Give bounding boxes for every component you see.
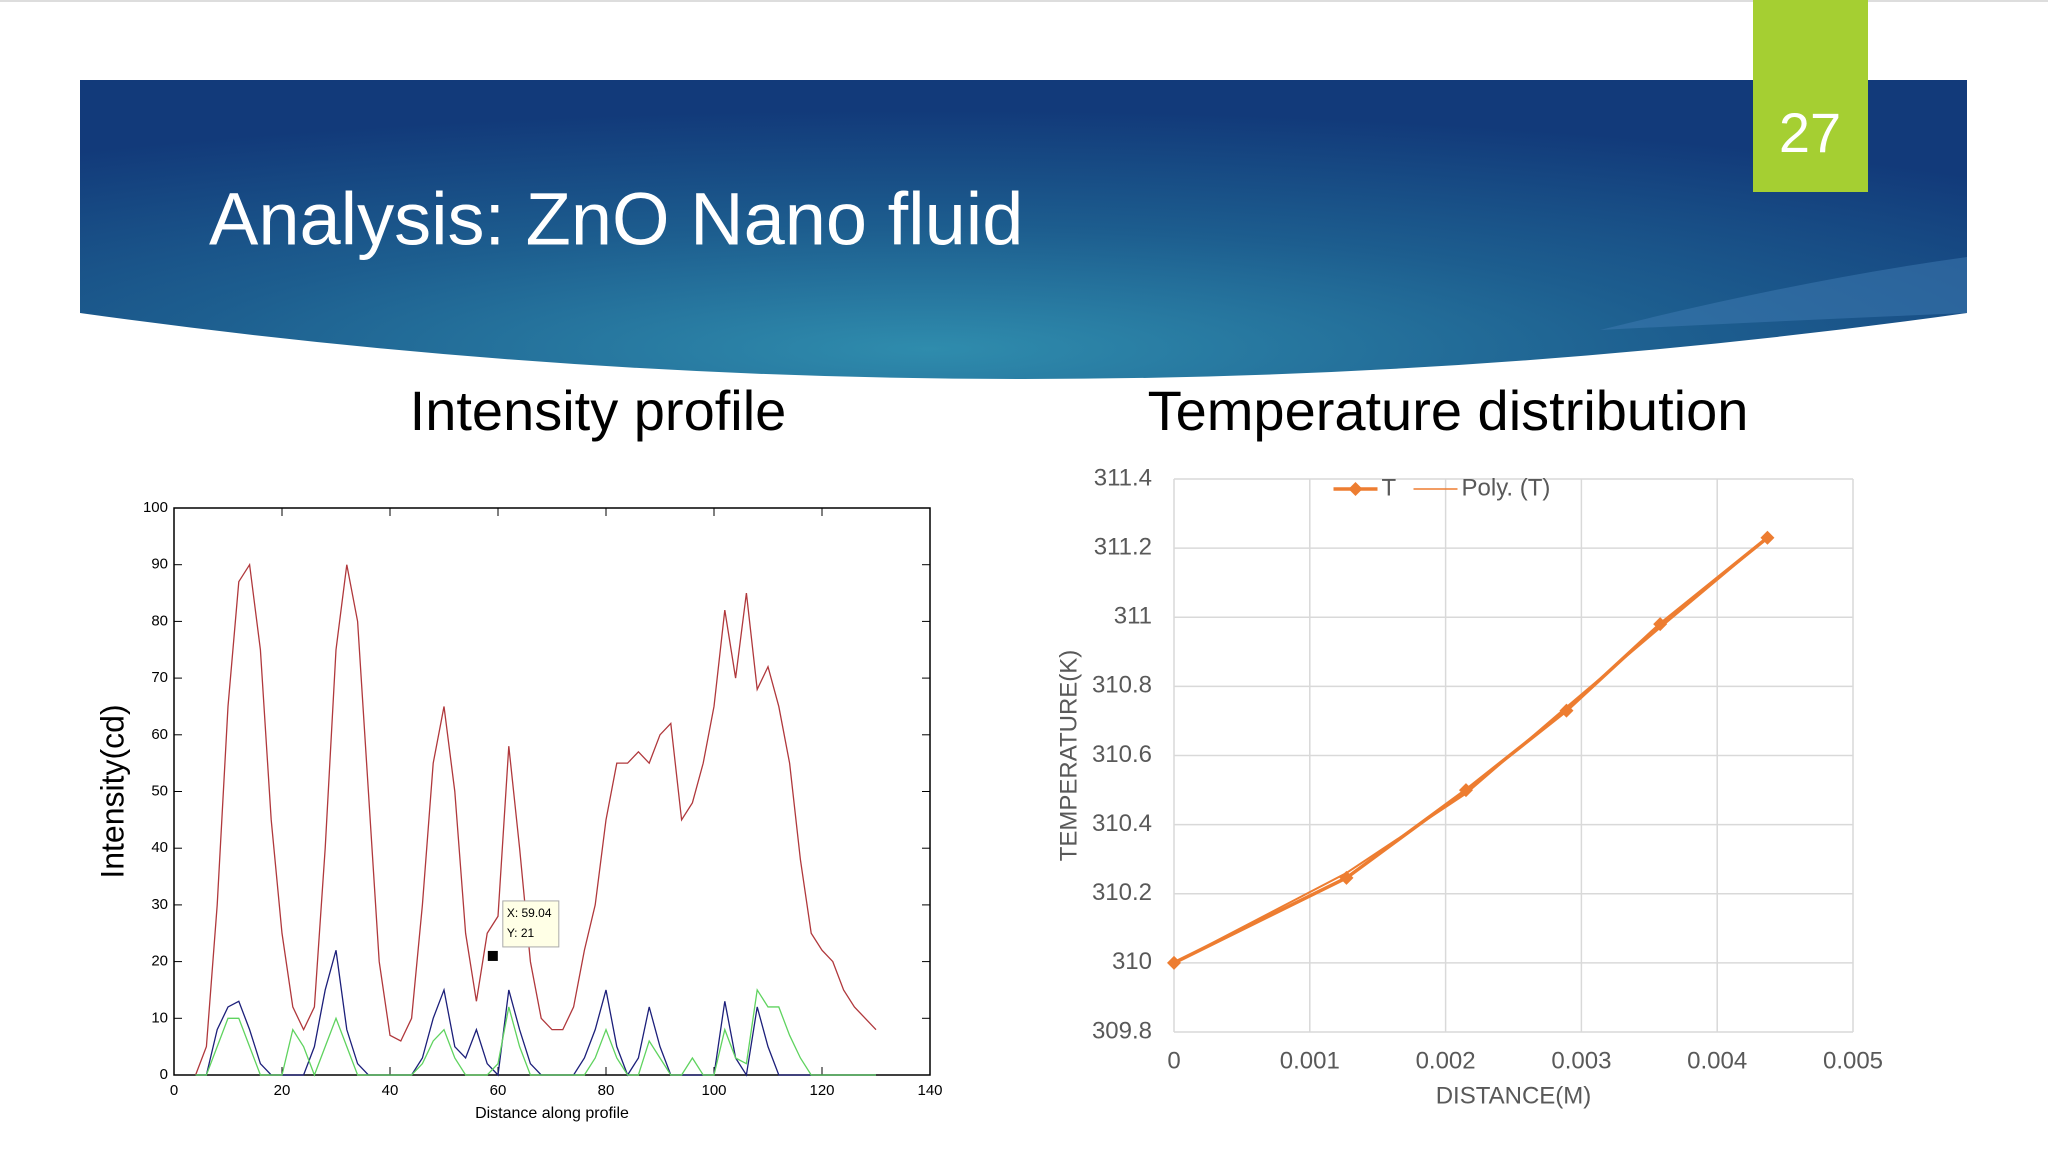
marker [1559, 703, 1574, 718]
y-tick-label: 310.6 [1092, 741, 1152, 768]
y-tick-label: 100 [143, 499, 168, 516]
y-tick-label: 309.8 [1092, 1017, 1152, 1044]
y-axis-label: TEMPERATURE(K) [1055, 650, 1082, 862]
datatip-text: X: 59.04 [507, 906, 552, 920]
chart-title: Temperature distribution [1148, 379, 1749, 442]
y-tick-label: 310.2 [1092, 879, 1152, 906]
x-tick-label: 0.003 [1551, 1047, 1611, 1074]
series-line [194, 562, 877, 1076]
datatip-marker [487, 950, 498, 961]
y-tick-label: 311.4 [1094, 464, 1152, 491]
y-tick-label: 90 [151, 556, 168, 573]
y-tick-label: 10 [151, 1009, 168, 1026]
y-tick-label: 310.8 [1092, 672, 1152, 699]
y-tick-label: 80 [151, 612, 168, 629]
y-tick-label: 70 [151, 669, 168, 686]
legend-label: Poly. (T) [1462, 474, 1551, 501]
datatip-box [502, 900, 560, 948]
y-tick-label: 310.4 [1092, 810, 1152, 837]
x-tick-label: 120 [809, 1082, 834, 1099]
legend-marker [1348, 482, 1363, 496]
x-tick-label: 20 [274, 1082, 291, 1099]
y-tick-label: 30 [151, 896, 168, 913]
x-axis-label: Distance along profile [475, 1105, 629, 1122]
series-line [195, 950, 876, 1077]
x-tick-label: 80 [598, 1082, 615, 1099]
series-line [195, 988, 876, 1077]
x-tick-label: 40 [382, 1082, 399, 1099]
header-swoosh [1600, 257, 1967, 330]
y-tick-label: 310 [1112, 948, 1152, 975]
legend-label: T [1382, 474, 1397, 501]
series-line [1173, 536, 1769, 964]
marker [1458, 783, 1473, 798]
x-tick-label: 0.002 [1416, 1047, 1476, 1074]
y-tick-label: 311.2 [1094, 533, 1152, 560]
slide-title: Analysis: ZnO Nano fluid [209, 178, 1023, 261]
x-tick-label: 60 [490, 1082, 507, 1099]
y-tick-label: 0 [160, 1066, 168, 1083]
header-banner [80, 80, 1967, 379]
series-line [1173, 536, 1769, 965]
x-tick-label: 0.004 [1687, 1047, 1747, 1074]
x-tick-label: 140 [917, 1082, 942, 1099]
y-tick-label: 20 [151, 953, 168, 970]
x-tick-label: 0.001 [1280, 1047, 1340, 1074]
page-number: 27 [1779, 101, 1841, 164]
y-tick-label: 40 [151, 839, 168, 856]
y-tick-label: 60 [151, 726, 168, 743]
x-tick-label: 100 [701, 1082, 726, 1099]
x-tick-label: 0.005 [1823, 1047, 1883, 1074]
plot-frame [173, 507, 931, 1076]
x-axis-label: DISTANCE(M) [1436, 1082, 1592, 1109]
x-tick-label: 0 [170, 1082, 178, 1099]
page-number-box [1753, 0, 1868, 192]
y-tick-label: 50 [151, 782, 168, 799]
datatip-text: Y: 21 [507, 926, 535, 940]
x-tick-label: 0 [1167, 1047, 1180, 1074]
y-axis-label: Intensity(cd) [94, 704, 130, 878]
chart-title: Intensity profile [410, 379, 787, 442]
marker [1653, 617, 1668, 632]
y-tick-label: 311 [1114, 603, 1152, 630]
